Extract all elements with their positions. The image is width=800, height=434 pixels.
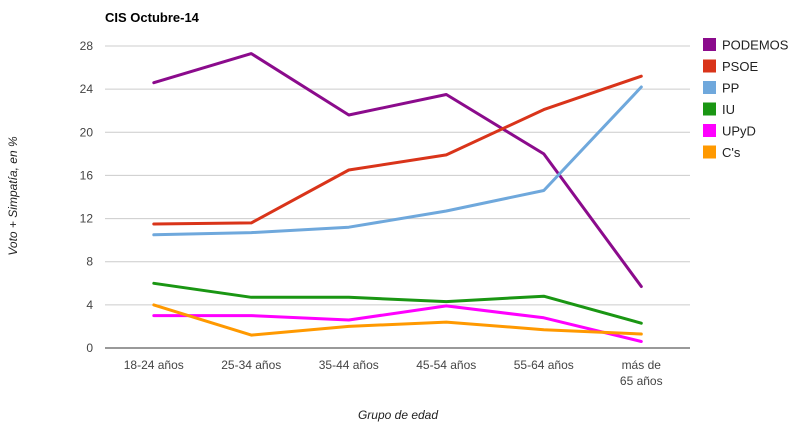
x-tick-label: 25-34 años [221, 358, 281, 372]
grid [105, 45, 690, 349]
legend-label: IU [722, 102, 735, 117]
x-axis-title: Grupo de edad [358, 408, 438, 422]
series-lines [152, 52, 643, 343]
legend-label: PODEMOS [722, 38, 789, 53]
x-tick-label: 45-54 años [416, 358, 476, 372]
y-axis-ticks: 0 4 8 12 16 20 24 28 [80, 39, 94, 355]
x-tick-label: 18-24 años [124, 358, 184, 372]
y-tick-label: 16 [80, 168, 94, 182]
legend-item-upyd[interactable]: UPyD [703, 124, 756, 139]
legend-item-pp[interactable]: PP [703, 81, 739, 96]
legend-item-iu[interactable]: IU [703, 102, 735, 117]
series-line-iu [152, 281, 643, 325]
series-line-cs [152, 303, 643, 337]
y-tick-label: 20 [80, 125, 94, 139]
y-tick-label: 12 [80, 212, 94, 226]
x-axis-ticks: 18-24 años 25-34 años 35-44 años 45-54 años… [124, 358, 663, 388]
y-axis-title: Voto + Simpatía, en % [6, 136, 20, 256]
legend-item-psoe[interactable]: PSOE [703, 59, 758, 74]
chart-title: CIS Octubre-14 [105, 10, 200, 25]
legend-item-podemos[interactable]: PODEMOS [703, 38, 789, 53]
x-tick-label: 55-64 años [514, 358, 574, 372]
legend-swatch [703, 38, 716, 51]
series-line-pp [152, 85, 643, 237]
legend-swatch [703, 59, 716, 73]
legend-swatch [703, 124, 716, 137]
y-tick-label: 0 [86, 341, 93, 355]
series-line-psoe [152, 74, 643, 226]
legend-label: PSOE [722, 59, 758, 74]
legend-label: PP [722, 81, 739, 96]
y-tick-label: 8 [86, 255, 93, 269]
legend-swatch [703, 81, 716, 94]
legend-item-cs[interactable]: C's [703, 145, 741, 160]
series-line-podemos [152, 52, 643, 288]
y-tick-label: 24 [80, 82, 94, 96]
legend-swatch [703, 145, 716, 159]
legend-swatch [703, 102, 716, 116]
x-tick-label: más de 65 años [620, 358, 663, 388]
legend-label: UPyD [722, 124, 756, 139]
legend[interactable]: PODEMOS PSOE PP IU UPyD C's [703, 38, 789, 161]
series-line-upyd [152, 304, 643, 343]
legend-label: C's [722, 145, 741, 160]
y-tick-label: 4 [86, 298, 93, 312]
y-tick-label: 28 [80, 39, 94, 53]
x-tick-label: 35-44 años [319, 358, 379, 372]
